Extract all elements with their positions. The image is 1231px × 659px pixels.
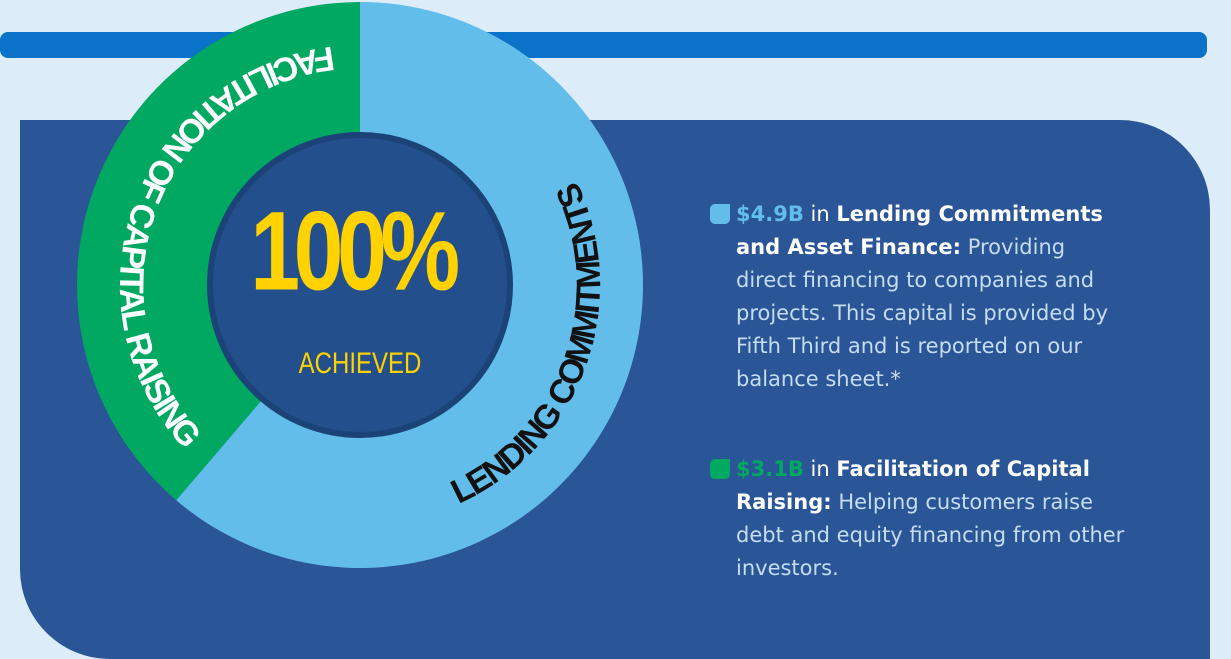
top-bar: [0, 32, 1207, 58]
legend-swatch: [710, 459, 730, 479]
legend-description: Helping customers raise debt and equity …: [736, 490, 1125, 580]
legend-text: $4.9B in Lending Commitments and Asset F…: [736, 198, 1130, 396]
donut-hole: [207, 132, 513, 438]
donut-segment: [176, 2, 644, 568]
legend-swatch: [710, 204, 730, 224]
legend-item: $3.1B in Facilitation of Capital Raising…: [710, 453, 1130, 585]
legend-label: Facilitation of Capital Raising:: [736, 457, 1090, 514]
legend-description: Providing direct financing to companies …: [736, 235, 1109, 391]
center-label: 100%: [250, 189, 458, 314]
legend-label: Lending Commitments and Asset Finance:: [736, 202, 1103, 259]
legend-item: $4.9B in Lending Commitments and Asset F…: [710, 198, 1130, 396]
legend-connector: in: [810, 457, 830, 481]
legend-connector: in: [810, 202, 830, 226]
donut-segment: [77, 2, 360, 501]
legend-text: $3.1B in Facilitation of Capital Raising…: [736, 453, 1130, 585]
center-sublabel: ACHIEVED: [299, 345, 422, 379]
legend-value: $4.9B: [736, 202, 804, 226]
legend-value: $3.1B: [736, 457, 804, 481]
